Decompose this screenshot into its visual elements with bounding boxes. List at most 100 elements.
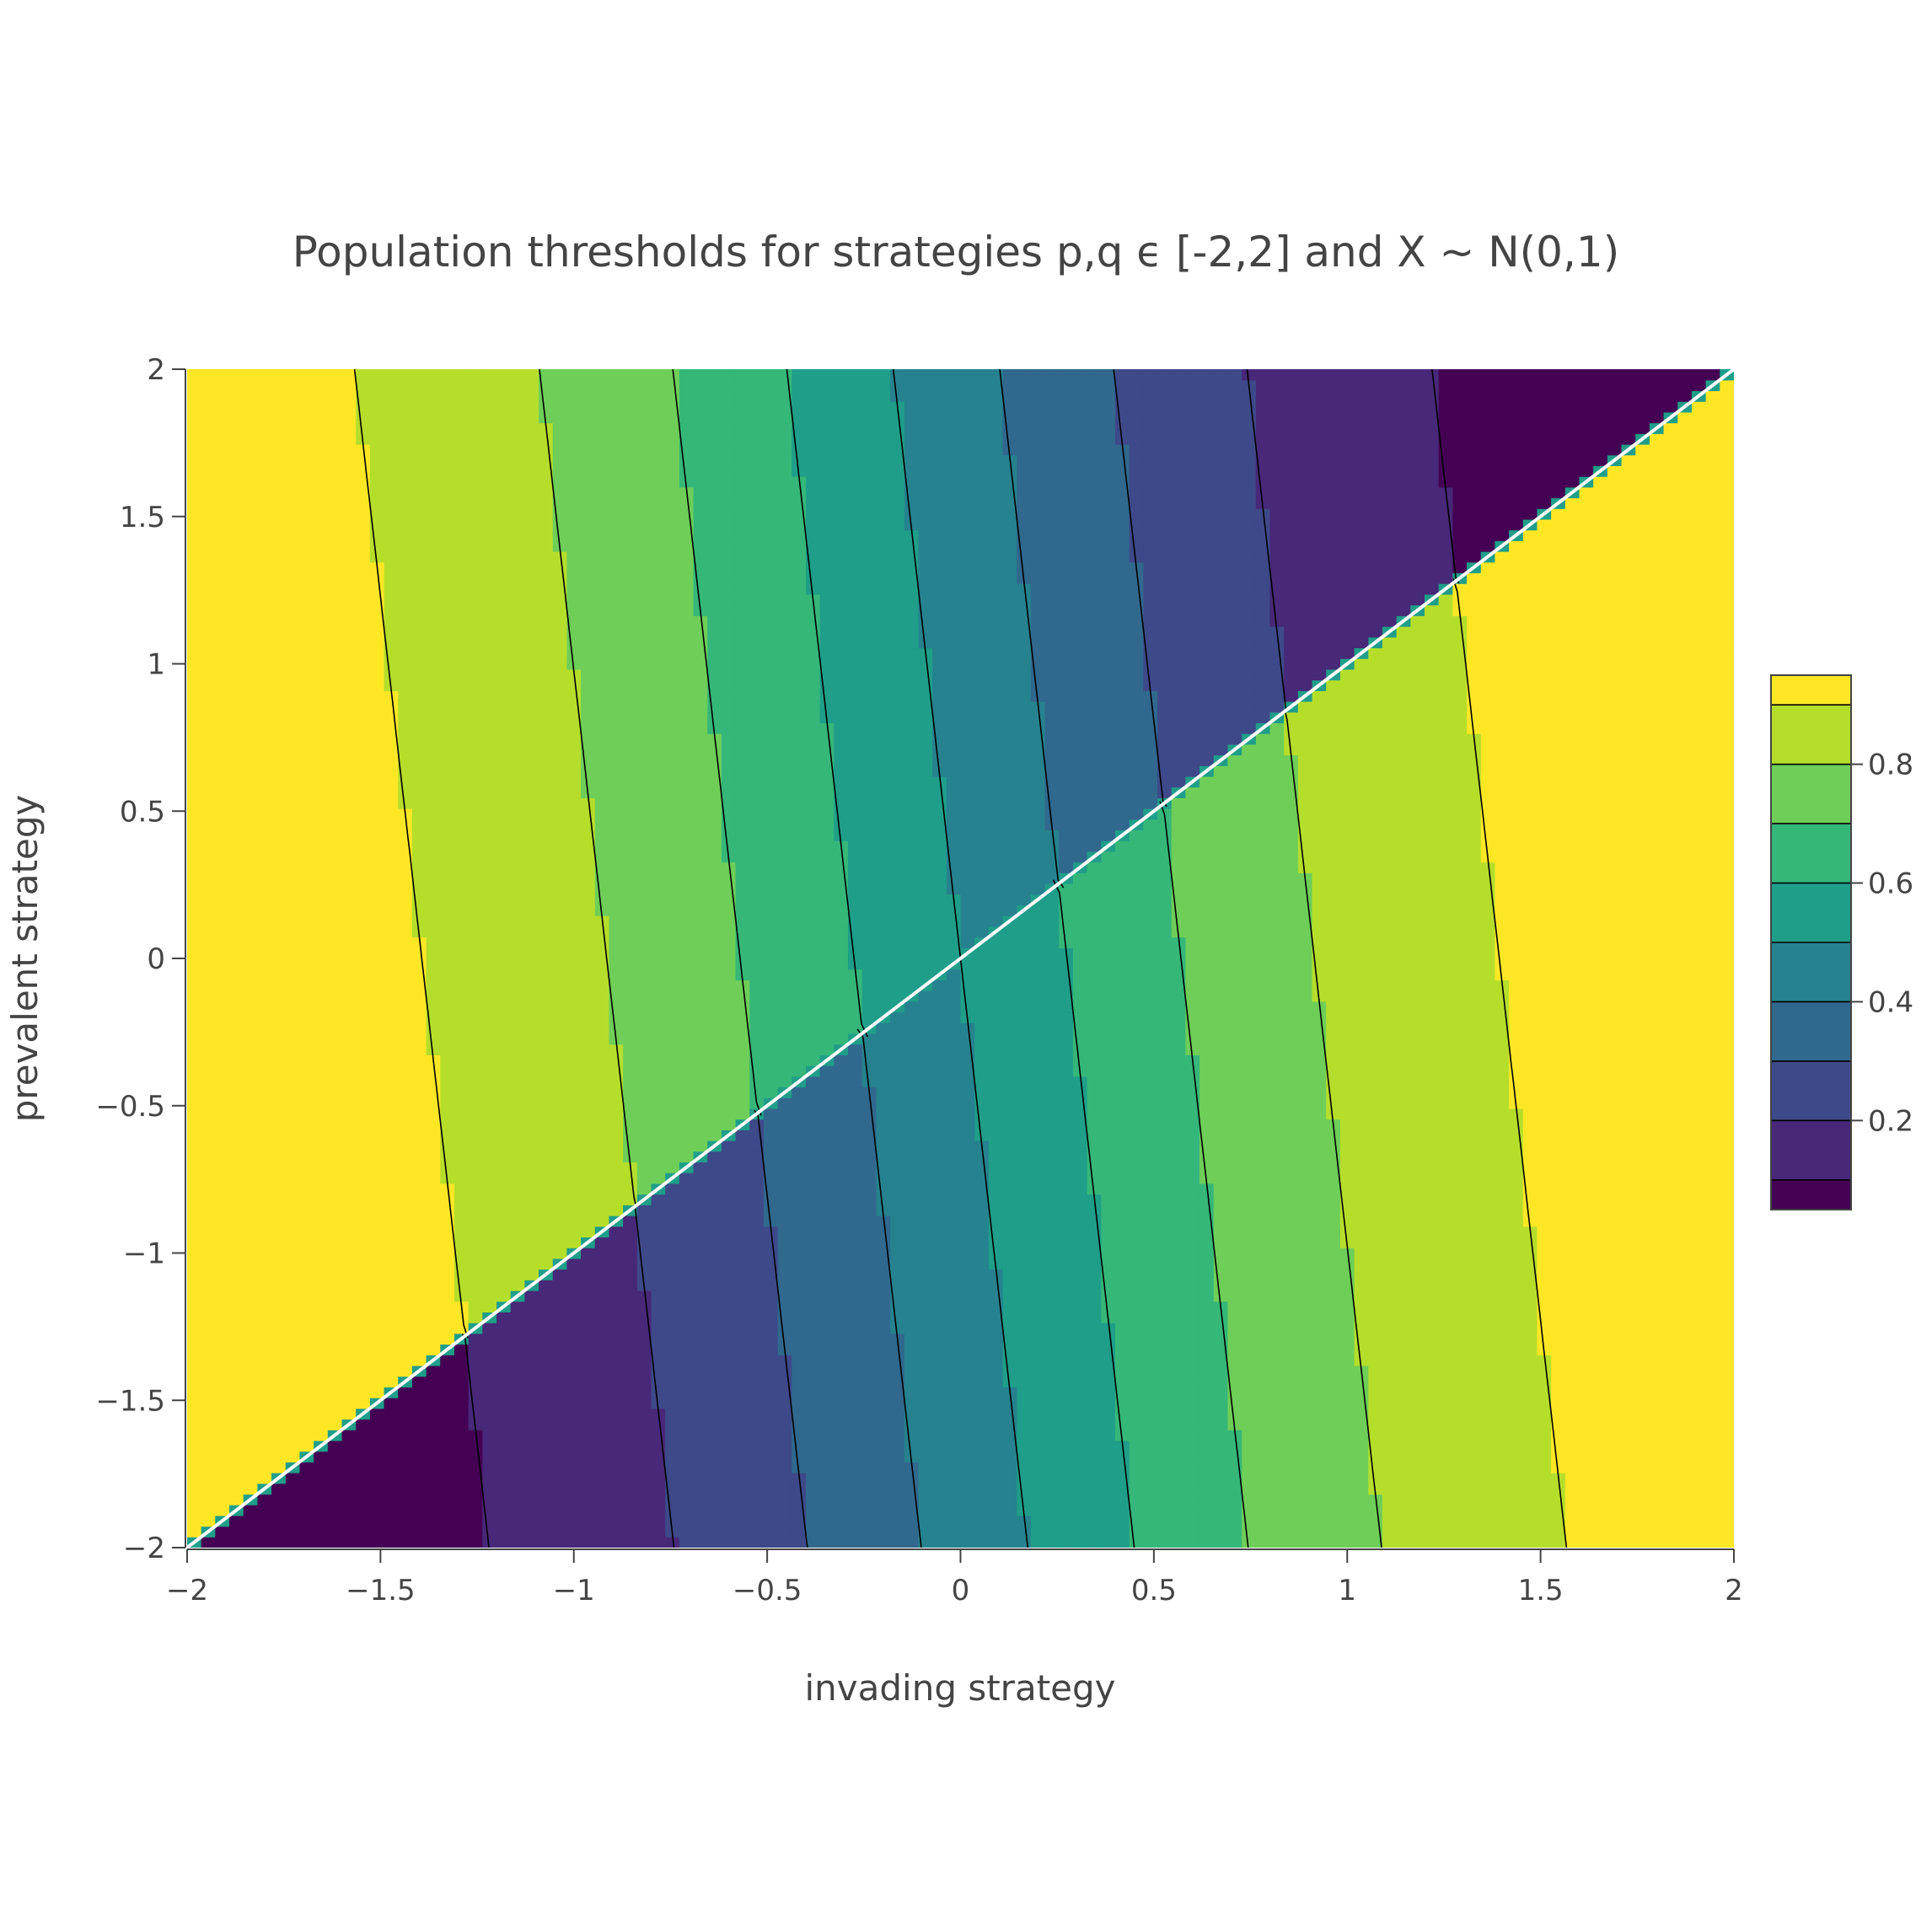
heat-cell [398,369,413,381]
heat-cell [581,379,596,392]
heat-cell [566,1376,582,1387]
heat-cell [229,861,244,873]
heat-cell [636,679,652,691]
heat-cell [721,1087,737,1098]
heat-cell [707,411,722,424]
heat-cell [496,1119,512,1130]
heat-cell [215,765,230,777]
heat-cell [440,604,455,616]
heat-cell [356,851,371,863]
heat-cell [777,1248,792,1259]
heat-cell [721,572,737,584]
heat-cell [665,411,680,424]
heat-cell [482,1387,497,1398]
heat-cell [215,679,230,691]
heat-cell [384,915,399,927]
heat-cell [552,1483,568,1495]
heat-cell [510,775,525,788]
heat-cell [314,851,329,863]
heat-cell [707,979,722,991]
heat-cell [707,658,722,670]
heat-cell [440,454,455,466]
heat-cell [763,1087,779,1098]
heat-cell [257,636,272,649]
heat-cell [594,818,610,831]
heat-cell [623,1312,638,1323]
heat-cell [707,1097,722,1109]
heat-cell [257,1440,272,1452]
heat-cell [679,1055,695,1066]
heat-cell [581,1494,596,1505]
heat-cell [440,1290,455,1302]
heat-cell [187,1076,202,1088]
heat-cell [552,518,568,531]
heat-cell [707,1526,722,1538]
heat-cell [609,1280,624,1291]
heat-cell [594,711,610,723]
heat-cell [327,572,343,584]
heat-cell [384,818,399,831]
heat-cell [201,1365,216,1377]
heat-cell [384,797,399,809]
heat-cell [341,969,357,981]
heat-cell [257,1269,272,1280]
heat-cell [341,615,357,627]
heat-cell [721,476,737,488]
heat-cell [411,529,427,541]
heat-cell [468,390,483,402]
heat-cell [721,379,737,392]
heat-cell [201,1022,216,1034]
heat-cell [552,969,568,981]
heat-cell [806,1301,821,1312]
heat-cell [468,786,483,798]
heat-cell [398,551,413,563]
heat-cell [426,1022,441,1034]
heat-cell [384,958,399,970]
heat-cell [299,583,314,595]
heat-cell [777,926,792,938]
heat-cell [636,1130,652,1141]
heat-cell [581,722,596,734]
heat-cell [581,583,596,595]
heat-cell [539,1398,554,1409]
heat-cell [440,840,455,852]
heat-cell [341,733,357,745]
heat-cell [299,979,314,991]
heat-cell [398,690,413,702]
heat-cell [693,636,708,649]
heat-cell [384,1194,399,1205]
heat-cell [243,1194,259,1205]
heat-cell [749,1226,765,1238]
heat-cell [651,379,666,392]
heat-cell [341,1462,357,1473]
heat-cell [749,1194,765,1205]
heat-cell [763,593,779,606]
heat-cell [341,668,357,681]
heat-cell [201,369,216,381]
heat-cell [356,1151,371,1163]
heat-cell [539,797,554,809]
heat-cell [552,1130,568,1141]
heat-cell [411,1044,427,1055]
heat-cell [356,1462,371,1473]
heat-cell [679,1183,695,1195]
heat-cell [777,722,792,734]
heat-cell [524,1151,539,1163]
heat-cell [693,1055,708,1066]
heat-cell [426,518,441,531]
heat-cell [440,497,455,509]
heat-cell [524,1290,539,1302]
heat-cell [679,1130,695,1141]
heat-cell [299,883,314,895]
heat-cell [482,690,497,702]
heat-cell [215,926,230,938]
heat-cell [524,915,539,927]
heat-cell [749,851,765,863]
heat-cell [623,926,638,938]
heat-cell [187,433,202,445]
heat-cell [271,486,287,499]
heat-cell [327,1365,343,1377]
heat-cell [496,1355,512,1366]
heat-cell [665,1162,680,1173]
heat-cell [426,551,441,563]
